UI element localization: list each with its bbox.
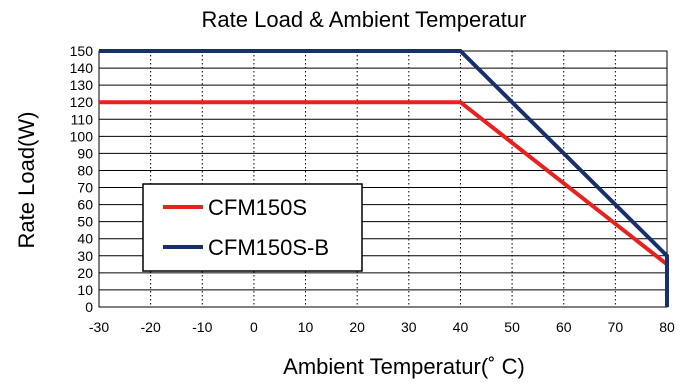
y-tick-label: 10 xyxy=(77,282,93,298)
x-tick-label: 10 xyxy=(298,319,314,335)
x-tick-label: 20 xyxy=(349,319,365,335)
legend-box xyxy=(142,183,363,272)
x-tick-label: 60 xyxy=(556,319,572,335)
y-axis-label: Rate Load(W) xyxy=(14,112,39,249)
y-tick-label: 100 xyxy=(70,128,94,144)
legend: CFM150S CFM150S-B xyxy=(142,183,363,272)
x-axis-tick-labels: -30 -20 -10 0 10 20 30 40 50 60 70 80 xyxy=(89,319,675,335)
y-tick-label: 80 xyxy=(77,162,93,178)
chart-title: Rate Load & Ambient Temperatur xyxy=(202,7,527,32)
y-tick-label: 20 xyxy=(77,265,93,281)
series-line-cfm150s-b xyxy=(99,49,669,307)
x-tick-label: -20 xyxy=(141,319,161,335)
y-tick-label: 140 xyxy=(70,60,94,76)
y-tick-label: 70 xyxy=(77,180,93,196)
y-tick-label: 90 xyxy=(77,145,93,161)
x-tick-label: 70 xyxy=(608,319,624,335)
y-tick-label: 120 xyxy=(70,94,94,110)
y-tick-label: 110 xyxy=(71,111,94,127)
x-tick-label: 0 xyxy=(250,319,258,335)
x-tick-label: 40 xyxy=(453,319,469,335)
y-tick-label: 0 xyxy=(85,299,93,315)
y-tick-label: 30 xyxy=(77,248,93,264)
y-tick-label: 40 xyxy=(77,231,93,247)
x-tick-label: 30 xyxy=(401,319,417,335)
x-axis-label: Ambient Temperatur(˚ C) xyxy=(283,354,525,379)
x-tick-label: -10 xyxy=(192,319,212,335)
y-tick-label: 150 xyxy=(70,43,94,59)
x-tick-label: 80 xyxy=(659,319,675,335)
y-tick-label: 60 xyxy=(77,197,93,213)
x-tick-label: 50 xyxy=(504,319,520,335)
legend-label-cfm150s-b: CFM150S-B xyxy=(208,235,329,260)
y-tick-label: 50 xyxy=(77,214,93,230)
x-tick-label: -30 xyxy=(89,319,109,335)
series-layer xyxy=(99,49,669,307)
y-tick-label: 130 xyxy=(70,77,94,93)
legend-label-cfm150s: CFM150S xyxy=(208,195,307,220)
